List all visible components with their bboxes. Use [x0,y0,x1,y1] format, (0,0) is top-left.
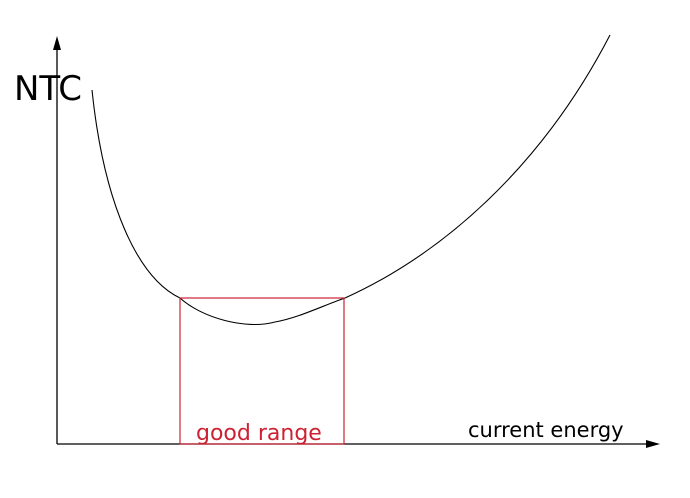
ntc-curve [91,34,611,326]
x-axis-arrowhead [646,440,660,448]
x-axis-label: current energy [468,418,624,442]
y-axis-label: NTC [14,69,82,109]
good-range-label: good range [196,421,322,446]
y-axis-arrowhead [53,36,61,50]
good-range-box [179,297,345,445]
